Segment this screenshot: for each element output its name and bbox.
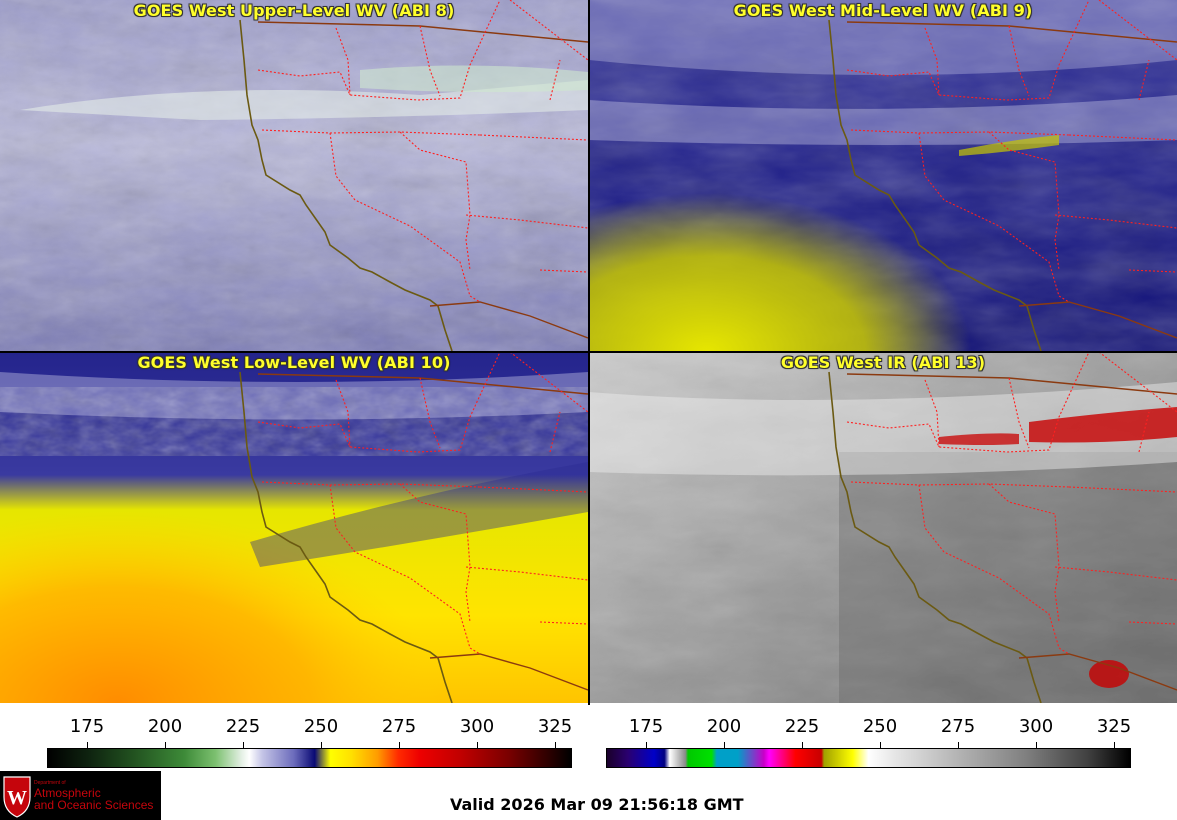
scale-tick-label: 175 [69, 716, 105, 737]
scale-tick-mark [165, 742, 166, 748]
scale-tick-mark [477, 742, 478, 748]
scale-tick-mark [724, 742, 725, 748]
wv-colorbar [47, 748, 572, 768]
seal-letter: W [7, 787, 27, 809]
scale-tick-mark [87, 742, 88, 748]
logo-department: Department of [34, 780, 66, 786]
uw-seal-icon: W [3, 776, 31, 818]
scale-tick-label: 200 [147, 716, 183, 737]
scale-tick-mark [1036, 742, 1037, 748]
panel-divider-horizontal [0, 351, 1177, 353]
ir-color-scale: 175 200 225 250 275 300 325 [606, 716, 1131, 772]
logo-line-1: Atmospheric [34, 786, 101, 800]
wv-color-scale: 175 200 225 250 275 300 325 [47, 716, 572, 772]
panel-title: GOES West IR (ABI 13) [780, 353, 986, 372]
scale-tick-label: 225 [225, 716, 261, 737]
scale-tick-mark [958, 742, 959, 748]
scale-tick-label: 300 [459, 716, 495, 737]
scale-tick-label: 175 [628, 716, 664, 737]
valid-time: Valid 2026 Mar 09 21:56:18 GMT [450, 795, 744, 814]
wv-scale-ticks: 175 200 225 250 275 300 325 [47, 716, 572, 738]
scale-tick-mark [646, 742, 647, 748]
scale-tick-mark [399, 742, 400, 748]
scale-tick-label: 275 [381, 716, 417, 737]
scale-tick-label: 300 [1018, 716, 1054, 737]
panel-title: GOES West Low-Level WV (ABI 10) [137, 353, 451, 372]
scale-tick-mark [243, 742, 244, 748]
scale-tick-label: 325 [1096, 716, 1132, 737]
scale-tick-mark [880, 742, 881, 748]
panel-title: GOES West Mid-Level WV (ABI 9) [733, 1, 1033, 20]
scale-tick-label: 225 [784, 716, 820, 737]
ir-colorbar [606, 748, 1131, 768]
panel-upper-level-wv: GOES West Upper-Level WV (ABI 8) [0, 0, 588, 351]
scale-tick-label: 325 [537, 716, 573, 737]
upper-level-wv-image [0, 0, 588, 351]
logo-line-2: and Oceanic Sciences [34, 798, 154, 812]
scale-tick-label: 275 [940, 716, 976, 737]
scale-tick-label: 250 [303, 716, 339, 737]
scale-tick-mark [555, 742, 556, 748]
panel-low-level-wv: GOES West Low-Level WV (ABI 10) [0, 352, 588, 703]
ir-scale-ticks: 175 200 225 250 275 300 325 [606, 716, 1131, 738]
panel-ir: GOES West IR (ABI 13) [589, 352, 1177, 703]
panel-title: GOES West Upper-Level WV (ABI 8) [133, 1, 455, 20]
ir-image [589, 352, 1177, 703]
mid-level-wv-image [589, 0, 1177, 351]
scale-tick-mark [321, 742, 322, 748]
scale-tick-label: 250 [862, 716, 898, 737]
scale-tick-mark [1114, 742, 1115, 748]
scale-tick-label: 200 [706, 716, 742, 737]
panel-mid-level-wv: GOES West Mid-Level WV (ABI 9) [589, 0, 1177, 351]
low-level-wv-image [0, 352, 588, 703]
scale-tick-mark [802, 742, 803, 748]
aos-logo: W Department of Atmospheric and Oceanic … [0, 771, 161, 820]
